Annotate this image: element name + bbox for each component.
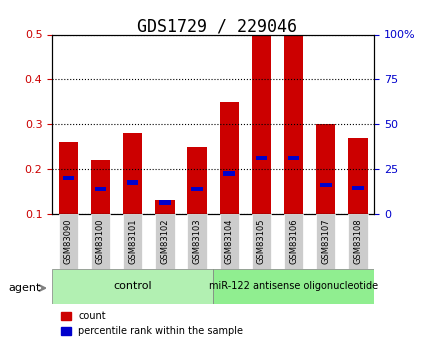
Bar <box>316 214 335 269</box>
Bar <box>123 133 142 259</box>
Text: GSM83106: GSM83106 <box>289 219 297 264</box>
Legend: count, percentile rank within the sample: count, percentile rank within the sample <box>57 307 247 340</box>
Bar <box>251 34 270 259</box>
Bar <box>155 200 174 259</box>
Text: GSM83103: GSM83103 <box>192 219 201 264</box>
Bar <box>187 147 206 259</box>
Bar <box>213 269 373 304</box>
Text: GSM83108: GSM83108 <box>353 219 362 264</box>
Bar <box>223 171 234 176</box>
Bar <box>52 269 213 304</box>
Text: GSM83101: GSM83101 <box>128 219 137 264</box>
Bar <box>287 156 299 160</box>
Bar <box>255 156 266 160</box>
Bar <box>91 160 110 259</box>
Bar <box>316 124 335 259</box>
Bar <box>352 186 363 190</box>
Text: control: control <box>113 282 151 291</box>
Bar <box>283 214 302 269</box>
Bar <box>191 187 202 191</box>
Bar <box>283 34 302 259</box>
Text: miR-122 antisense oligonucleotide: miR-122 antisense oligonucleotide <box>209 282 377 291</box>
Bar <box>59 142 78 259</box>
Text: GSM83102: GSM83102 <box>160 219 169 264</box>
Bar <box>91 214 110 269</box>
Bar <box>348 214 367 269</box>
Bar <box>127 180 138 185</box>
Text: GSM83105: GSM83105 <box>256 219 265 264</box>
Text: agent: agent <box>9 283 41 293</box>
Text: GSM83104: GSM83104 <box>224 219 233 264</box>
Text: GSM83100: GSM83100 <box>96 219 105 264</box>
Text: GSM83107: GSM83107 <box>321 219 329 264</box>
Bar <box>62 176 74 180</box>
Bar <box>219 214 238 269</box>
Text: GSM83090: GSM83090 <box>64 219 72 264</box>
Bar <box>187 214 206 269</box>
Bar <box>219 102 238 259</box>
Bar <box>159 200 170 205</box>
Bar <box>123 214 142 269</box>
Bar <box>251 214 270 269</box>
Bar <box>95 187 106 191</box>
Bar <box>348 138 367 259</box>
Bar <box>155 214 174 269</box>
Bar <box>319 183 331 187</box>
Text: GDS1729 / 229046: GDS1729 / 229046 <box>137 17 297 35</box>
Bar <box>59 214 78 269</box>
